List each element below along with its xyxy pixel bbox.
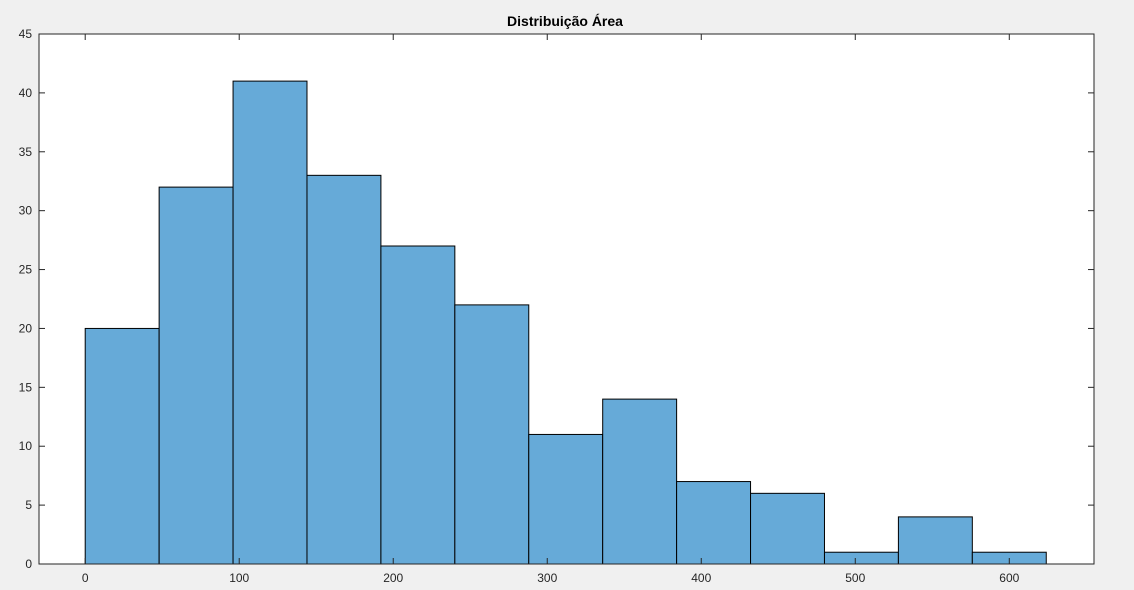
y-tick-label: 40: [19, 86, 33, 100]
histogram-bar: [306, 174, 382, 565]
y-tick-label: 5: [25, 498, 32, 512]
histogram-bar: [823, 551, 899, 565]
histogram-bar: [676, 481, 752, 565]
x-tick-label: 400: [691, 571, 711, 585]
x-tick-label: 0: [82, 571, 89, 585]
histogram-bar: [454, 304, 530, 565]
histogram-bar: [158, 186, 234, 565]
y-tick-label: 10: [19, 439, 33, 453]
histogram-bar: [528, 433, 604, 565]
histogram-bar: [232, 80, 308, 565]
bars-group: [84, 80, 1047, 565]
x-tick-label: 300: [537, 571, 557, 585]
histogram-bar: [602, 398, 678, 565]
histogram-bar: [380, 245, 456, 565]
y-tick-label: 15: [19, 380, 33, 394]
y-tick-label: 30: [19, 204, 33, 218]
x-tick-label: 600: [999, 571, 1019, 585]
chart-title: Distribuição Área: [507, 13, 623, 29]
histogram-bar: [84, 327, 160, 565]
y-tick-label: 20: [19, 321, 33, 335]
y-tick-label: 45: [19, 27, 33, 41]
x-tick-label: 200: [383, 571, 403, 585]
y-tick-label: 0: [25, 557, 32, 571]
y-tick-label: 25: [19, 263, 33, 277]
x-tick-label: 500: [845, 571, 865, 585]
histogram-bar: [897, 516, 973, 565]
x-tick-labels: 0 100 200 300 400 500 600: [82, 571, 1020, 585]
histogram-bar: [750, 492, 825, 565]
plot-border: [38, 33, 1095, 565]
y-tick-label: 35: [19, 145, 33, 159]
y-tick-labels: 0 5 10 15 20 25 30 35 40 45: [19, 27, 33, 571]
x-tick-label: 100: [229, 571, 249, 585]
